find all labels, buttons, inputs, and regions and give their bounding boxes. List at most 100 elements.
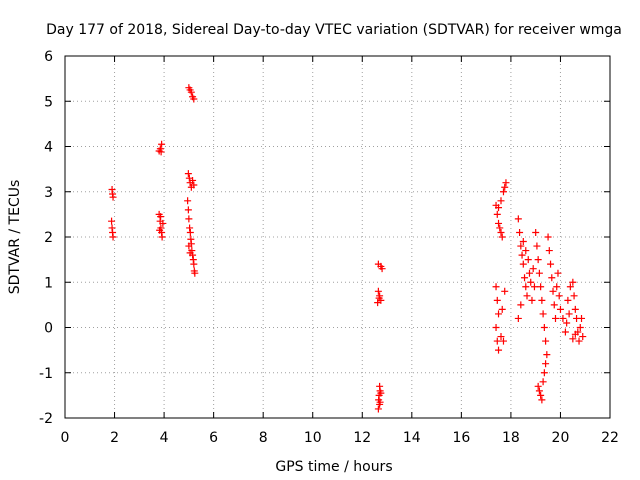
data-point (522, 283, 530, 291)
data-point (159, 219, 167, 227)
data-point (540, 369, 548, 377)
data-point (374, 405, 382, 413)
data-point (376, 398, 384, 406)
data-point (537, 391, 545, 399)
x-tick-label: 10 (304, 430, 322, 446)
data-point (538, 296, 546, 304)
data-point (492, 283, 500, 291)
data-point (157, 213, 165, 221)
data-point (499, 337, 507, 345)
data-point (555, 292, 563, 300)
data-point (189, 176, 197, 184)
data-point (559, 314, 567, 322)
data-point (544, 233, 552, 241)
plot-frame (64, 55, 611, 419)
data-point (514, 215, 522, 223)
data-point (375, 294, 383, 302)
data-point (564, 296, 572, 304)
data-point (519, 238, 527, 246)
y-tick-label: 0 (44, 321, 53, 337)
data-point (537, 283, 545, 291)
data-point (501, 183, 509, 191)
data-point (495, 310, 503, 318)
data-point (522, 247, 530, 255)
x-tick-label: 2 (110, 430, 119, 446)
data-point (502, 179, 510, 187)
data-point (109, 193, 117, 201)
data-point (158, 233, 166, 241)
data-point (569, 278, 577, 286)
data-point (528, 296, 536, 304)
data-point (535, 269, 543, 277)
data-point (499, 188, 507, 196)
data-point (569, 335, 577, 343)
x-axis-label: GPS time / hours (275, 459, 392, 475)
data-point (493, 337, 501, 345)
y-tick-label: -1 (39, 366, 53, 382)
data-point (156, 145, 164, 153)
data-point (498, 305, 506, 313)
data-point (186, 249, 194, 257)
data-point (191, 269, 199, 277)
data-points (108, 84, 587, 413)
data-point (575, 337, 583, 345)
x-tick-labels: 0 2 4 6 8 10 12 14 16 18 20 22 (61, 430, 619, 446)
data-point (156, 226, 164, 234)
data-point (186, 224, 194, 232)
data-point (493, 210, 501, 218)
x-tick-label: 8 (259, 430, 268, 446)
data-point (497, 197, 505, 205)
x-tick-label: 6 (209, 430, 218, 446)
data-point (516, 228, 524, 236)
data-point (374, 299, 382, 307)
data-point (571, 330, 579, 338)
data-point (556, 305, 564, 313)
data-point (533, 242, 541, 250)
data-point (576, 324, 584, 331)
data-point (535, 387, 543, 395)
data-point (549, 287, 557, 295)
chart-title: Day 177 of 2018, Sidereal Day-to-day VTE… (46, 22, 622, 38)
y-tick-label: 2 (44, 230, 53, 246)
data-point (566, 283, 574, 291)
data-point (529, 265, 537, 273)
data-point (495, 346, 503, 354)
data-point (497, 333, 505, 341)
data-point (495, 204, 503, 212)
data-point (378, 265, 386, 273)
data-point (534, 256, 542, 264)
data-point (514, 314, 522, 322)
data-point (571, 305, 579, 313)
data-point (517, 301, 525, 309)
data-point (542, 337, 550, 345)
data-point (185, 215, 193, 223)
data-point (493, 296, 501, 304)
data-point (550, 301, 558, 309)
data-point (517, 242, 525, 250)
y-tick-label: 3 (44, 185, 53, 201)
data-point (377, 389, 385, 397)
data-point (157, 148, 165, 156)
data-point (565, 310, 573, 318)
y-tick-label: 5 (44, 94, 53, 110)
data-point (543, 351, 551, 359)
data-point (184, 197, 192, 205)
x-tick-label: 0 (61, 430, 70, 446)
data-point (187, 88, 195, 96)
data-point (374, 287, 382, 295)
data-point (523, 292, 531, 300)
data-point (519, 260, 527, 268)
data-point (186, 228, 194, 236)
x-tick-label: 18 (502, 430, 520, 446)
x-tick-label: 22 (601, 430, 619, 446)
y-tick-labels: -2 -1 0 1 2 3 4 5 6 (39, 49, 53, 427)
data-point (561, 328, 569, 336)
data-point (534, 382, 542, 390)
y-tick-label: 4 (44, 140, 53, 156)
data-point (158, 140, 166, 148)
data-point (548, 274, 556, 282)
data-point (109, 233, 117, 241)
data-point (521, 274, 529, 282)
data-point (525, 269, 533, 277)
data-point (185, 242, 193, 250)
